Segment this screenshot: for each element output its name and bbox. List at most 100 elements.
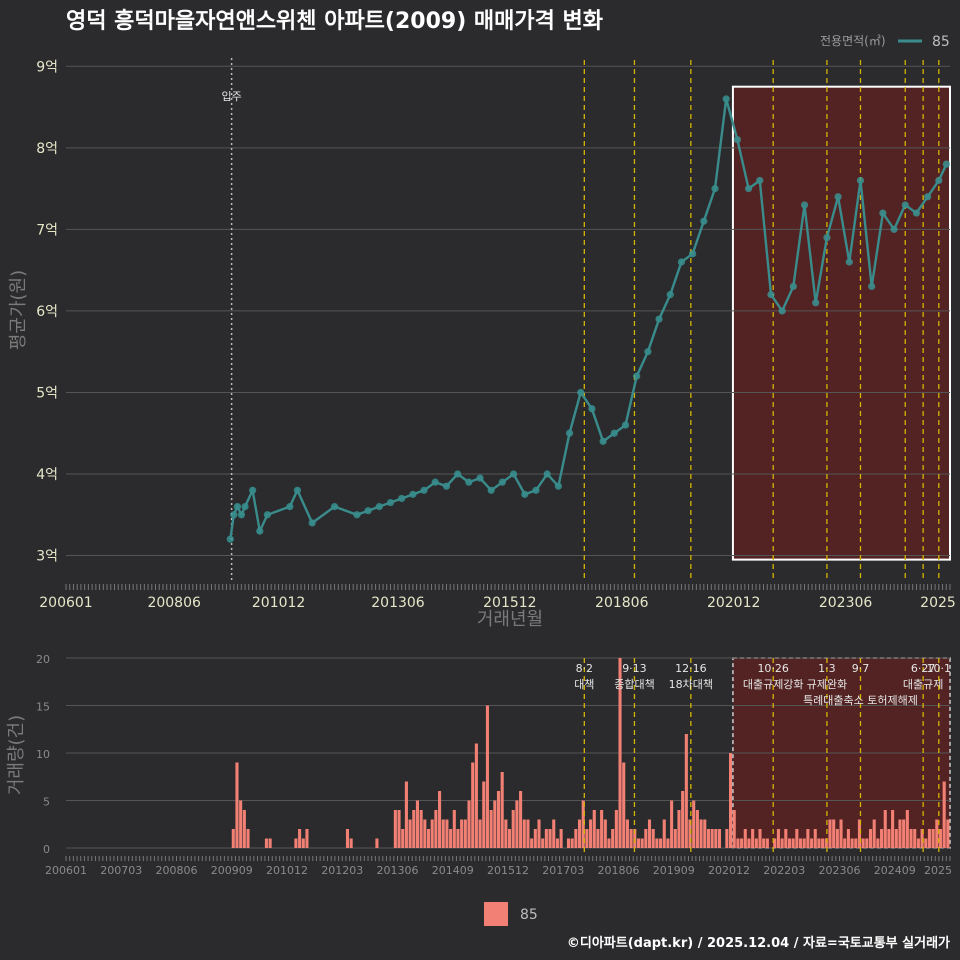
footer-credit: ©디아파트(dapt.kr) / 2025.12.04 / 자료=국토교통부 실…	[567, 935, 950, 951]
volume-bar	[898, 819, 902, 848]
volume-bar	[478, 819, 482, 848]
volume-bar	[404, 781, 408, 848]
volume-bar	[423, 819, 427, 848]
event-label: 18차대책	[669, 678, 713, 691]
legend-bar-swatch	[484, 902, 508, 926]
y-axis-title-volume: 거래량(건)	[6, 715, 27, 795]
volume-bar	[574, 829, 578, 848]
volume-bar	[876, 838, 880, 848]
event-date: 10·26	[757, 662, 789, 675]
volume-bar	[636, 838, 640, 848]
volume-bar	[758, 829, 762, 848]
volume-panel: 0 5 10 15 20 200601 200703 200806 200909 201012 20…	[36, 653, 952, 877]
volume-x-tick-label: 202306	[819, 864, 861, 877]
volume-bar	[743, 829, 747, 848]
event-date: 1·3	[818, 662, 836, 675]
volume-bar	[570, 838, 574, 848]
volume-bar	[806, 829, 810, 848]
volume-bar	[736, 838, 740, 848]
volume-bar	[600, 810, 604, 848]
volume-bar	[747, 838, 751, 848]
x-tick-label: 201012	[252, 595, 305, 611]
volume-bar	[463, 819, 467, 848]
volume-bar	[695, 810, 699, 848]
volume-bar	[596, 829, 600, 848]
volume-bar	[714, 829, 718, 848]
volume-bar	[592, 810, 596, 848]
volume-bar	[456, 829, 460, 848]
volume-bar	[905, 810, 909, 848]
x-tick-label: 2025	[920, 595, 956, 611]
volume-bar	[787, 838, 792, 848]
volume-y-tick-label: 20	[36, 653, 50, 666]
volume-bar	[264, 838, 268, 848]
volume-bar	[846, 829, 850, 848]
volume-bar	[496, 791, 501, 848]
volume-bar	[504, 819, 508, 848]
x-tick-label: 201306	[371, 595, 425, 611]
volume-x-tick-label: 201012	[266, 864, 308, 877]
volume-bar	[924, 838, 928, 848]
volume-bar	[843, 838, 847, 848]
volume-bar	[239, 800, 243, 848]
y-tick-label: 4억	[36, 467, 58, 483]
volume-bar	[629, 829, 633, 848]
volume-bar	[467, 800, 471, 848]
volume-bar	[659, 838, 663, 848]
volume-bar	[548, 829, 552, 848]
volume-bar	[298, 829, 302, 848]
volume-bar	[533, 829, 537, 848]
volume-bar	[415, 800, 419, 848]
volume-bar	[471, 762, 475, 848]
price-legend: 전용면적(㎡) 85	[820, 34, 950, 50]
y-tick-label: 8억	[36, 141, 58, 157]
volume-bar	[231, 829, 235, 848]
event-date: 9·7	[852, 662, 870, 675]
volume-bar	[644, 829, 648, 848]
y-tick-label: 3억	[36, 549, 58, 565]
volume-bar	[268, 838, 272, 848]
volume-bar	[688, 819, 692, 848]
volume-bar	[710, 829, 714, 848]
volume-bar	[762, 838, 766, 848]
volume-bar	[740, 838, 744, 848]
highlight-box	[731, 85, 951, 561]
volume-bar	[857, 819, 861, 848]
volume-x-tick-label: 200806	[156, 864, 198, 877]
y-tick-label: 7억	[36, 222, 58, 238]
volume-bar	[345, 829, 350, 848]
volume-bar	[625, 819, 629, 848]
volume-bar	[519, 791, 523, 848]
volume-bar	[485, 705, 489, 848]
volume-bar	[883, 810, 887, 848]
chart-title: 영덕 흥덕마을자연앤스위첸 아파트(2009) 매매가격 변화	[66, 9, 603, 34]
x-axis-title: 거래년월	[477, 609, 543, 630]
volume-bar	[684, 734, 688, 848]
volume-bar	[832, 819, 836, 848]
volume-bar	[824, 838, 828, 848]
volume-bar	[776, 829, 780, 848]
event-label: 특례대출축소 토허제해제	[803, 693, 918, 707]
y-tick-label: 6억	[36, 304, 58, 320]
volume-bar	[618, 658, 622, 848]
x-tick-label: 201806	[595, 595, 649, 611]
volume-bar	[522, 819, 526, 848]
volume-bar	[751, 829, 755, 848]
volume-bar	[887, 829, 891, 848]
volume-bar	[445, 819, 449, 848]
volume-bar	[670, 800, 674, 848]
volume-bar	[732, 810, 736, 848]
volume-y-tick-label: 5	[43, 796, 50, 809]
volume-bar	[706, 829, 710, 848]
volume-bar	[530, 838, 534, 848]
volume-bar	[493, 800, 497, 848]
event-date: 9·13	[622, 662, 647, 675]
volume-bar	[393, 810, 397, 848]
volume-bar	[655, 838, 659, 848]
volume-bar	[301, 838, 305, 848]
legend-label: 85	[932, 34, 950, 50]
volume-bar	[647, 819, 652, 848]
volume-bar	[810, 838, 814, 848]
volume-legend: 85	[484, 902, 538, 926]
volume-x-tick-label: 201306	[377, 864, 419, 877]
